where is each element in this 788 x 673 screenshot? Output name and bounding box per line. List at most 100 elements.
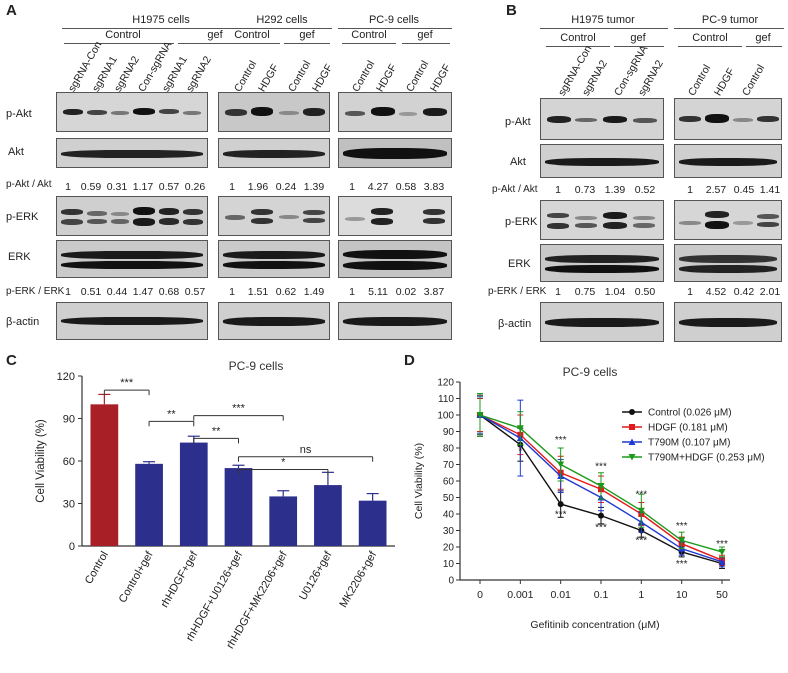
x-tick-label: 0.01 <box>550 589 571 601</box>
data-point <box>516 425 524 432</box>
lane-label: Control <box>740 62 768 98</box>
ratio-value: 0.59 <box>80 181 102 193</box>
y-tick-label: 80 <box>443 444 455 455</box>
ratio-value: 1.41 <box>759 184 781 196</box>
blot-actin-pc9-tumor <box>674 302 782 342</box>
significance-label: *** <box>635 536 647 547</box>
lane-label: HDGF <box>310 62 336 94</box>
ratio-value: 1 <box>349 181 355 193</box>
x-tick-label: 10 <box>676 589 688 601</box>
sig-label: ns <box>300 444 312 456</box>
row-label: p-Akt / Akt <box>492 184 538 195</box>
legend-label: T790M+HDGF (0.253 μM) <box>648 453 765 464</box>
h292-cells-title: H292 cells <box>256 14 308 26</box>
h1975-cells-title: H1975 cells <box>132 14 190 26</box>
blot-erk-h1975-tumor <box>540 244 664 282</box>
significance-label: *** <box>635 490 647 501</box>
ratio-value: 0.50 <box>634 286 656 298</box>
ratio-value: 0.58 <box>395 181 417 193</box>
panel-c-label: C <box>6 352 17 369</box>
row-label: Akt <box>8 146 24 158</box>
divider <box>678 46 742 47</box>
ratio-value: 3.87 <box>423 286 445 298</box>
lane-label: Control <box>404 58 432 94</box>
data-point <box>629 424 635 430</box>
ratio-value: 1 <box>229 181 235 193</box>
row-label: β-actin <box>6 316 40 328</box>
row-label: ERK <box>8 251 31 263</box>
ratio-value: 1 <box>687 286 693 298</box>
divider <box>546 46 610 47</box>
data-point <box>637 507 645 515</box>
blot-perk-pc9-tumor <box>674 200 782 240</box>
lane-label: Control <box>286 58 314 94</box>
y-tick-label: 120 <box>437 378 454 389</box>
ratio-value: 1.47 <box>132 286 154 298</box>
y-tick-label: 70 <box>443 460 455 471</box>
data-point <box>597 482 605 490</box>
bar <box>179 442 208 546</box>
ratio-value: 1 <box>65 181 71 193</box>
ratio-value: 0.02 <box>395 286 417 298</box>
y-tick-label: 120 <box>57 371 75 383</box>
h1975-tumor-title: H1975 tumor <box>571 14 635 26</box>
x-tick-label: Control <box>83 550 111 587</box>
blot-erk-h292 <box>218 240 330 278</box>
row-label: Akt <box>510 156 526 168</box>
sig-label: ** <box>212 425 221 437</box>
group-label: gef <box>630 32 646 44</box>
divider <box>218 28 332 29</box>
y-tick-label: 0 <box>69 541 75 553</box>
chart-title: PC-9 cells <box>563 365 618 379</box>
y-tick-label: 40 <box>443 510 455 521</box>
bar <box>224 468 253 546</box>
group-label: gef <box>299 29 315 41</box>
lane-label: HDGF <box>256 62 282 94</box>
ratio-value: 3.83 <box>423 181 445 193</box>
ratio-value: 1 <box>349 286 355 298</box>
data-point <box>628 454 636 461</box>
data-point <box>557 461 565 468</box>
ratio-value: 0.57 <box>158 181 180 193</box>
blot-akt-h1975-tumor <box>540 144 664 178</box>
divider <box>674 28 784 29</box>
blot-erk-pc9-tumor <box>674 244 782 282</box>
y-tick-label: 110 <box>438 394 454 405</box>
row-label: p-Akt / Akt <box>6 179 52 190</box>
lane-label: HDGF <box>712 66 738 98</box>
x-tick-label: 1 <box>638 589 644 601</box>
divider <box>62 28 264 29</box>
data-point <box>629 409 635 415</box>
bar <box>358 500 387 546</box>
lane-label: HDGF <box>374 62 400 94</box>
significance-label: * <box>518 447 522 458</box>
ratio-value: 0.68 <box>158 286 180 298</box>
row-label: p-Akt <box>6 108 32 120</box>
divider <box>284 43 330 44</box>
y-tick-label: 90 <box>443 427 455 438</box>
lane-label: Control <box>686 62 714 98</box>
bar <box>314 485 342 546</box>
bar <box>269 496 298 546</box>
blot-pakt-pc9 <box>338 92 452 132</box>
y-tick-label: 50 <box>443 493 455 504</box>
divider <box>746 46 782 47</box>
y-tick-label: 0 <box>448 576 454 587</box>
ratio-value: 0.51 <box>80 286 102 298</box>
data-point <box>598 512 604 519</box>
group-label: gef <box>207 29 223 41</box>
ratio-value: 1.49 <box>303 286 325 298</box>
ratio-value: 1.17 <box>132 181 154 193</box>
x-tick-label: rhHDGF+gef <box>159 549 201 610</box>
significance-label: *** <box>595 523 607 534</box>
divider <box>338 28 452 29</box>
ratio-value: 5.11 <box>368 286 388 298</box>
data-point <box>678 537 686 544</box>
sig-label: * <box>281 457 286 469</box>
ratio-value: 2.57 <box>705 184 727 196</box>
divider <box>224 43 280 44</box>
group-label: Control <box>692 32 728 44</box>
row-label: p-ERK <box>6 211 39 223</box>
panel-b-label: B <box>506 2 517 19</box>
blot-actin-h292 <box>218 302 330 340</box>
